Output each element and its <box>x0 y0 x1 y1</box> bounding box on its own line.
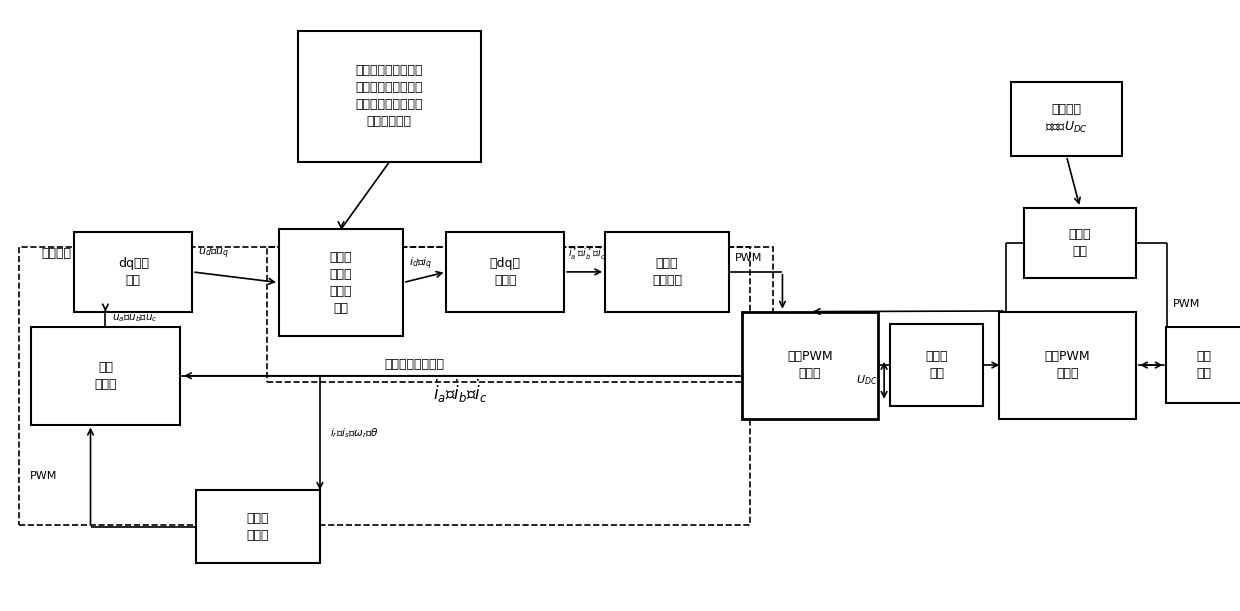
Text: PWM: PWM <box>30 470 57 481</box>
Text: dq变换
模块: dq变换 模块 <box>118 257 149 287</box>
Bar <box>1011 82 1122 156</box>
Bar <box>298 31 481 162</box>
Text: 三相
逆变器: 三相 逆变器 <box>94 360 117 391</box>
Text: $\dot{i}_a$、$\dot{i}_b$、$\dot{i}_c$: $\dot{i}_a$、$\dot{i}_b$、$\dot{i}_c$ <box>433 378 489 404</box>
Text: 输入PWM
变换器: 输入PWM 变换器 <box>787 350 832 380</box>
Text: $u_d$、$u_q$: $u_d$、$u_q$ <box>198 246 229 261</box>
Text: 直流电压
参考值$U_{DC}$: 直流电压 参考值$U_{DC}$ <box>1045 103 1087 136</box>
Text: 回馈
电网: 回馈 电网 <box>1197 350 1211 380</box>
Text: 模拟永磁同步电机: 模拟永磁同步电机 <box>384 358 444 371</box>
Bar <box>999 312 1136 419</box>
Text: PWM: PWM <box>735 253 763 263</box>
Text: 矢量控
制模块: 矢量控 制模块 <box>247 511 269 542</box>
Text: $U_{DC}$: $U_{DC}$ <box>857 373 878 387</box>
Text: 反dq变
换模块: 反dq变 换模块 <box>490 257 521 287</box>
Bar <box>31 327 180 425</box>
Bar <box>279 229 403 336</box>
Text: $u_a$、$u_b$、$u_c$: $u_a$、$u_b$、$u_c$ <box>112 312 157 324</box>
Text: 直流侧
电容: 直流侧 电容 <box>925 350 949 380</box>
Text: 模拟电
机的数
学分析
模块: 模拟电 机的数 学分析 模块 <box>330 251 352 315</box>
Bar <box>1166 327 1240 403</box>
Text: 输出PWM
变换器: 输出PWM 变换器 <box>1045 350 1090 380</box>
Bar <box>19 247 750 525</box>
Text: 幅相控
制器: 幅相控 制器 <box>1069 228 1091 258</box>
Bar <box>1024 208 1136 278</box>
Text: PWM: PWM <box>1173 299 1200 309</box>
Text: $i_d$、$i_q$: $i_d$、$i_q$ <box>409 255 433 271</box>
Text: $i_r$、$i_s$、$\omega_r$、$\theta$: $i_r$、$i_s$、$\omega_r$、$\theta$ <box>330 426 378 440</box>
Bar <box>605 232 729 312</box>
Bar <box>74 232 192 312</box>
Text: 滞环电
流控制器: 滞环电 流控制器 <box>652 257 682 287</box>
Bar <box>890 324 983 406</box>
Text: $i_a^*$、$i_b^*$、$i_c^*$: $i_a^*$、$i_b^*$、$i_c^*$ <box>568 246 608 262</box>
Bar <box>446 232 564 312</box>
Bar <box>196 490 320 563</box>
Text: 定子电阻、交轴电感
、直轴电感、转子磁
链、转动惯量、阻尼
系数、极对数: 定子电阻、交轴电感 、直轴电感、转子磁 链、转动惯量、阻尼 系数、极对数 <box>356 64 423 128</box>
Text: 模拟电源: 模拟电源 <box>41 247 71 260</box>
Bar <box>742 312 878 419</box>
Bar <box>267 247 773 382</box>
